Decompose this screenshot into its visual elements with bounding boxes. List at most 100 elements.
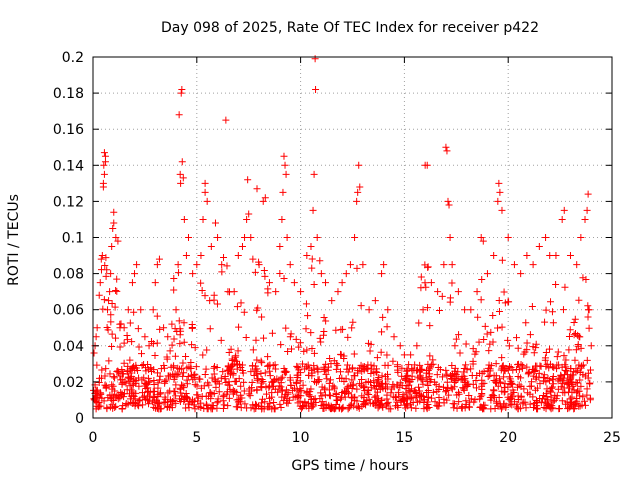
data-point bbox=[188, 320, 196, 328]
data-point bbox=[500, 288, 508, 296]
data-point bbox=[421, 279, 429, 287]
data-point bbox=[129, 381, 137, 389]
data-point bbox=[305, 371, 313, 379]
data-point bbox=[573, 379, 581, 387]
data-point bbox=[549, 383, 557, 391]
data-point bbox=[359, 261, 367, 269]
data-point bbox=[105, 357, 113, 365]
data-point bbox=[145, 342, 153, 350]
data-point bbox=[576, 333, 584, 341]
data-point bbox=[553, 392, 561, 400]
data-point bbox=[583, 391, 591, 399]
data-point bbox=[141, 382, 149, 390]
data-point bbox=[287, 330, 295, 338]
data-point bbox=[182, 252, 190, 260]
data-point bbox=[111, 374, 119, 382]
data-point bbox=[318, 383, 326, 391]
data-point bbox=[289, 386, 297, 394]
data-point bbox=[373, 379, 381, 387]
data-point bbox=[566, 326, 574, 334]
data-point bbox=[561, 371, 569, 379]
x-tick-label: 15 bbox=[395, 430, 413, 446]
data-point bbox=[105, 297, 113, 305]
data-point bbox=[290, 279, 298, 287]
data-point bbox=[135, 402, 143, 410]
data-point bbox=[487, 328, 495, 336]
data-point bbox=[520, 385, 528, 393]
data-point bbox=[199, 215, 207, 223]
data-point bbox=[506, 395, 514, 403]
data-point bbox=[162, 376, 170, 384]
data-point bbox=[422, 374, 430, 382]
data-point bbox=[483, 330, 491, 338]
data-point bbox=[253, 185, 261, 193]
data-point bbox=[460, 368, 468, 376]
data-point bbox=[197, 279, 205, 287]
data-point bbox=[443, 396, 451, 404]
data-point bbox=[317, 402, 325, 410]
data-point bbox=[166, 347, 174, 355]
data-point bbox=[180, 215, 188, 223]
data-point bbox=[253, 376, 261, 384]
data-point bbox=[563, 367, 571, 375]
data-point bbox=[197, 252, 205, 260]
data-point bbox=[172, 381, 180, 389]
data-point bbox=[156, 376, 164, 384]
data-point bbox=[442, 388, 450, 396]
data-point bbox=[303, 346, 311, 354]
data-point bbox=[504, 234, 512, 241]
data-point bbox=[203, 197, 211, 205]
data-point bbox=[491, 405, 499, 413]
data-point bbox=[426, 322, 434, 330]
data-point bbox=[168, 320, 176, 328]
data-point bbox=[528, 302, 536, 310]
data-point bbox=[341, 393, 349, 401]
data-point bbox=[180, 397, 188, 405]
data-point bbox=[350, 394, 358, 402]
data-point bbox=[387, 389, 395, 397]
data-point bbox=[426, 365, 434, 373]
data-point bbox=[196, 375, 204, 383]
data-point bbox=[233, 303, 241, 311]
y-tick-label: 0.08 bbox=[53, 267, 84, 283]
y-tick-label: 0.1 bbox=[62, 231, 84, 247]
data-point bbox=[531, 386, 539, 394]
x-tick-label: 0 bbox=[89, 430, 98, 446]
data-point bbox=[211, 219, 219, 227]
data-point bbox=[304, 312, 312, 320]
data-point bbox=[150, 403, 158, 411]
data-point bbox=[433, 371, 441, 379]
data-point bbox=[308, 366, 316, 374]
data-point bbox=[189, 376, 197, 384]
data-point bbox=[284, 347, 292, 355]
data-point bbox=[96, 279, 104, 287]
data-point bbox=[448, 385, 456, 393]
data-point bbox=[558, 363, 566, 371]
data-point bbox=[253, 386, 261, 394]
data-point bbox=[296, 339, 304, 347]
data-point bbox=[266, 399, 274, 407]
data-point bbox=[153, 369, 161, 377]
data-points bbox=[90, 55, 595, 413]
data-point bbox=[372, 368, 380, 376]
data-point bbox=[312, 85, 320, 93]
data-point bbox=[122, 401, 130, 409]
data-point bbox=[406, 388, 414, 396]
data-point bbox=[278, 373, 286, 381]
data-point bbox=[137, 350, 145, 358]
data-point bbox=[350, 350, 358, 358]
data-point bbox=[100, 149, 108, 157]
data-point bbox=[194, 391, 202, 399]
data-point bbox=[404, 371, 412, 379]
data-point bbox=[114, 367, 122, 375]
data-point bbox=[143, 380, 151, 388]
data-point bbox=[546, 252, 554, 260]
data-point bbox=[234, 347, 242, 355]
data-point bbox=[261, 194, 269, 202]
data-point bbox=[187, 365, 195, 373]
data-point bbox=[356, 183, 364, 191]
data-point bbox=[561, 283, 569, 291]
data-point bbox=[164, 333, 172, 341]
data-point bbox=[496, 188, 504, 196]
data-point bbox=[462, 397, 470, 405]
